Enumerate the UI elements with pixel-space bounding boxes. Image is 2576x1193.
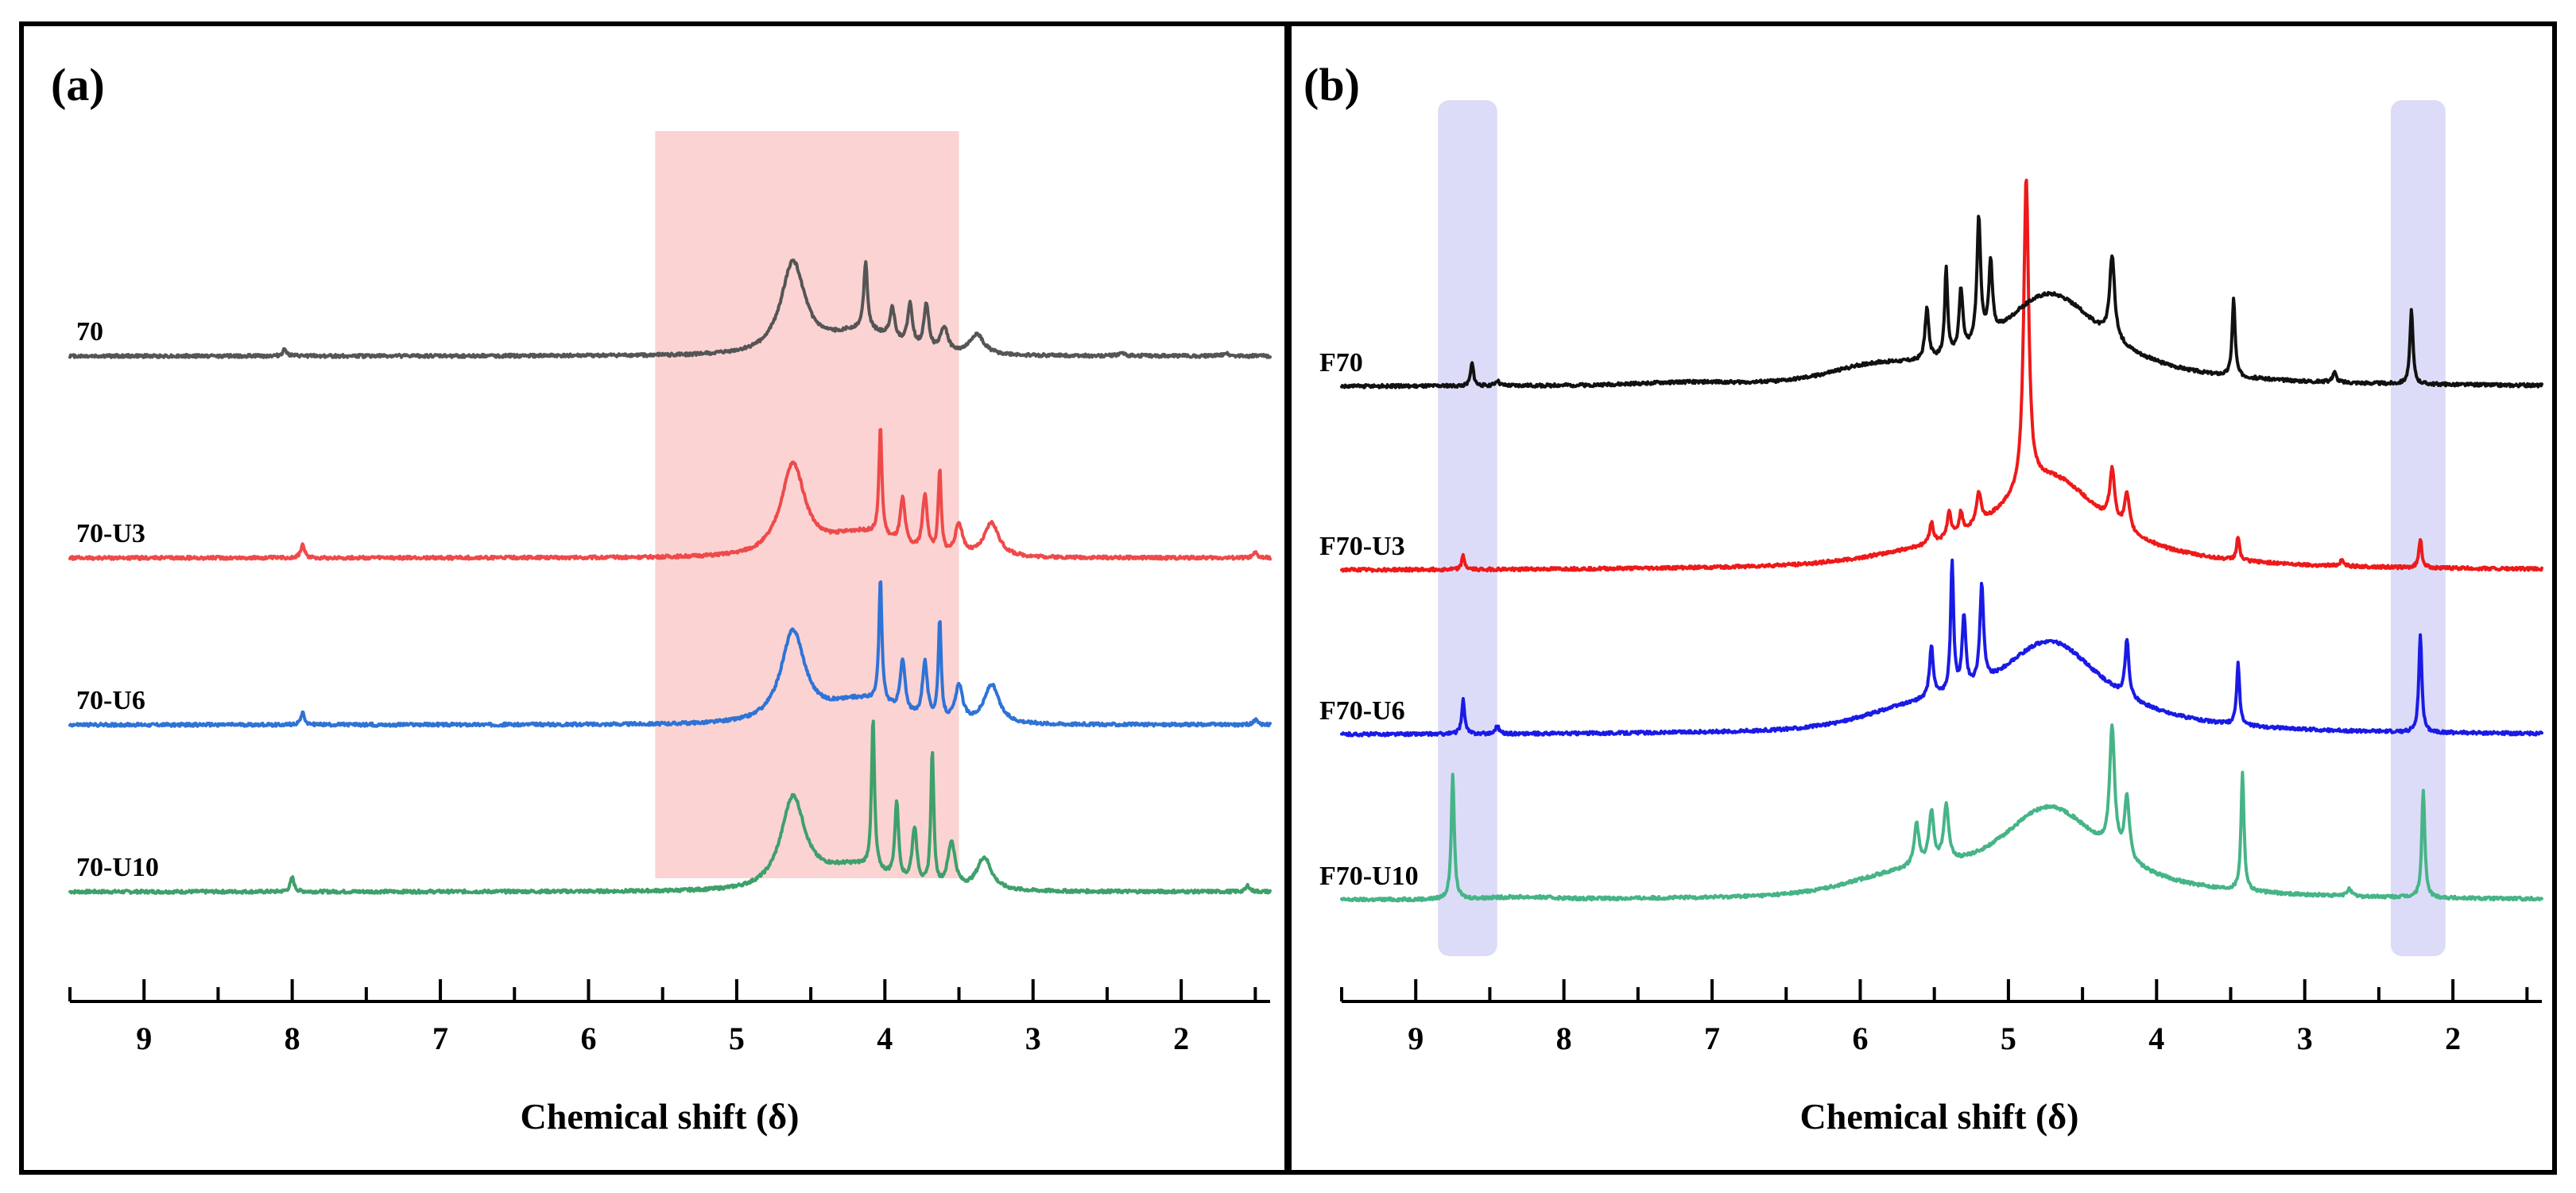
x-tick-label-2: 2 bbox=[1173, 1021, 1189, 1056]
series-label-F70-U6: F70-U6 bbox=[1319, 696, 1405, 726]
panel-b-label: (b) bbox=[1303, 59, 1360, 110]
panel-b-series-labels: F70-U10 F70-U6 F70-U3 F70 bbox=[1319, 348, 1419, 891]
x-tick-label-7: 7 bbox=[432, 1021, 448, 1056]
series-line-70-U6 bbox=[68, 580, 1272, 728]
x-tick-label-9: 9 bbox=[1408, 1021, 1424, 1056]
series-line-70-U10 bbox=[68, 719, 1272, 895]
x-tick-label-9: 9 bbox=[136, 1021, 152, 1056]
series-label-F70-U10: F70-U10 bbox=[1319, 862, 1419, 891]
panel-a-label: (a) bbox=[51, 59, 105, 110]
series-label-70-U3: 70-U3 bbox=[76, 519, 145, 548]
series-label-F70-U3: F70-U3 bbox=[1319, 532, 1405, 561]
x-tick-label-7: 7 bbox=[1704, 1021, 1720, 1056]
x-tick-label-8: 8 bbox=[285, 1021, 300, 1056]
panel-a-series-labels: 70-U10 70-U6 70-U3 70 bbox=[76, 317, 159, 882]
x-tick-label-3: 3 bbox=[1025, 1021, 1041, 1056]
x-tick-label-6: 6 bbox=[1852, 1021, 1868, 1056]
series-label-70-U6: 70-U6 bbox=[76, 686, 145, 715]
panel-a-spectra bbox=[68, 258, 1272, 895]
x-tick-label-4: 4 bbox=[2148, 1021, 2164, 1056]
panel-a-x-axis-title: Chemical shift (δ) bbox=[521, 1096, 800, 1137]
x-tick-label-5: 5 bbox=[729, 1021, 745, 1056]
highlight-band-1 bbox=[2390, 100, 2446, 956]
series-label-70-U10: 70-U10 bbox=[76, 853, 159, 882]
x-tick-label-4: 4 bbox=[877, 1021, 893, 1056]
x-tick-label-6: 6 bbox=[580, 1021, 596, 1056]
series-line-F70 bbox=[1340, 215, 2543, 389]
x-tick-label-2: 2 bbox=[2445, 1021, 2461, 1056]
series-line-F70-U10 bbox=[1340, 723, 2543, 903]
series-label-70: 70 bbox=[76, 317, 103, 347]
highlight-band-0 bbox=[1438, 100, 1497, 956]
series-line-70 bbox=[68, 258, 1272, 359]
x-tick-label-5: 5 bbox=[2001, 1021, 2016, 1056]
panel-b-highlight-bands bbox=[1438, 100, 2446, 956]
series-line-70-U3 bbox=[68, 428, 1272, 561]
panel-b: F70-U10 F70-U6 F70-U3 F70 9 8 7 6 5 4 3 2 (b) Chem… bbox=[1287, 21, 2557, 1175]
panel-b-x-axis-title: Chemical shift (δ) bbox=[1800, 1096, 2079, 1137]
series-line-F70-U6 bbox=[1340, 558, 2543, 738]
panel-a-x-axis: 9 8 7 6 5 4 3 2 bbox=[68, 979, 1270, 1056]
panel-b-x-axis: 9 8 7 6 5 4 3 2 bbox=[1340, 979, 2542, 1056]
panel-a: 70-U10 70-U6 70-U3 70 9 8 7 6 5 4 3 2 (a) Chemical… bbox=[19, 21, 1289, 1175]
panel-b-spectra bbox=[1340, 178, 2543, 903]
series-line-F70-U3 bbox=[1340, 178, 2543, 573]
x-tick-label-8: 8 bbox=[1556, 1021, 1572, 1056]
x-tick-label-3: 3 bbox=[2297, 1021, 2313, 1056]
series-label-F70: F70 bbox=[1319, 348, 1363, 378]
panel-b-frame bbox=[1287, 21, 2557, 1175]
